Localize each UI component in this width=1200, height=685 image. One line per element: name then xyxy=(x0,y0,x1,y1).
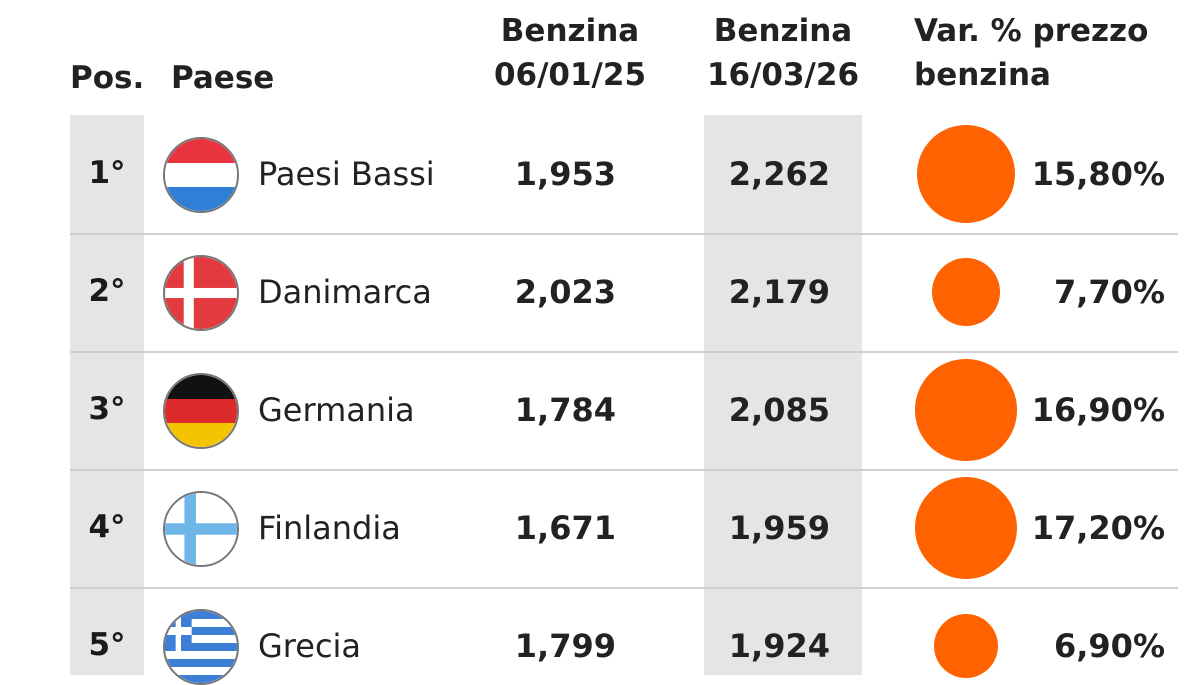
change-value: 15,80% xyxy=(1031,155,1165,193)
country-name: Grecia xyxy=(258,627,362,665)
header-country: Paese xyxy=(171,60,275,96)
change-bubble xyxy=(917,125,1015,223)
change-bubble xyxy=(933,613,999,679)
change-bubble xyxy=(931,257,1001,327)
row-divider xyxy=(70,587,1178,589)
row-position: 1° xyxy=(88,155,126,191)
greece-flag-icon xyxy=(163,609,239,685)
germany-flag-icon xyxy=(163,373,239,449)
price2-value: 1,924 xyxy=(728,627,830,665)
row-position: 5° xyxy=(88,627,126,663)
header-price2-line1: Benzina xyxy=(713,13,853,49)
denmark-flag-icon xyxy=(163,255,239,331)
price1-value: 1,799 xyxy=(514,627,616,665)
finland-flag-icon xyxy=(163,491,239,567)
header-price2: Benzina 16/03/26 xyxy=(693,9,873,97)
header-price1-line2: 06/01/25 xyxy=(493,57,647,93)
price2-value: 2,085 xyxy=(728,391,830,429)
change-value: 16,90% xyxy=(1031,391,1165,429)
header-change-line1: Var. % prezzo xyxy=(914,13,1149,49)
header-price2-line2: 16/03/26 xyxy=(706,57,860,93)
change-bubble xyxy=(915,359,1017,461)
row-position: 4° xyxy=(88,509,126,545)
row-position: 2° xyxy=(88,273,126,309)
row-divider xyxy=(70,233,1178,235)
change-value: 7,70% xyxy=(1053,273,1165,311)
header-change: Var. % prezzo benzina xyxy=(914,9,1184,97)
price2-value: 2,179 xyxy=(728,273,830,311)
change-value: 6,90% xyxy=(1053,627,1165,665)
price1-value: 1,784 xyxy=(514,391,616,429)
row-divider xyxy=(70,351,1178,353)
netherlands-flag-icon xyxy=(163,137,239,213)
country-name: Finlandia xyxy=(258,509,401,547)
price2-column-shade xyxy=(704,115,862,675)
price2-value: 1,959 xyxy=(728,509,830,547)
header-pos: Pos. xyxy=(70,60,145,96)
price1-value: 1,671 xyxy=(514,509,616,547)
header-change-line2: benzina xyxy=(914,57,1051,93)
country-name: Danimarca xyxy=(258,273,432,311)
country-name: Germania xyxy=(258,391,415,429)
country-name: Paesi Bassi xyxy=(258,155,435,193)
price2-value: 2,262 xyxy=(728,155,830,193)
change-value: 17,20% xyxy=(1031,509,1165,547)
position-column-shade xyxy=(70,115,144,675)
row-position: 3° xyxy=(88,391,126,427)
price1-value: 1,953 xyxy=(514,155,616,193)
header-price1-line1: Benzina xyxy=(500,13,640,49)
header-price1: Benzina 06/01/25 xyxy=(480,9,660,97)
row-divider xyxy=(70,469,1178,471)
price1-value: 2,023 xyxy=(514,273,616,311)
change-bubble xyxy=(915,477,1017,579)
